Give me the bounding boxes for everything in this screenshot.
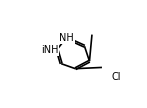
Text: iNH: iNH [41,45,58,55]
Text: Cl: Cl [112,72,121,82]
Text: NH: NH [59,33,74,43]
